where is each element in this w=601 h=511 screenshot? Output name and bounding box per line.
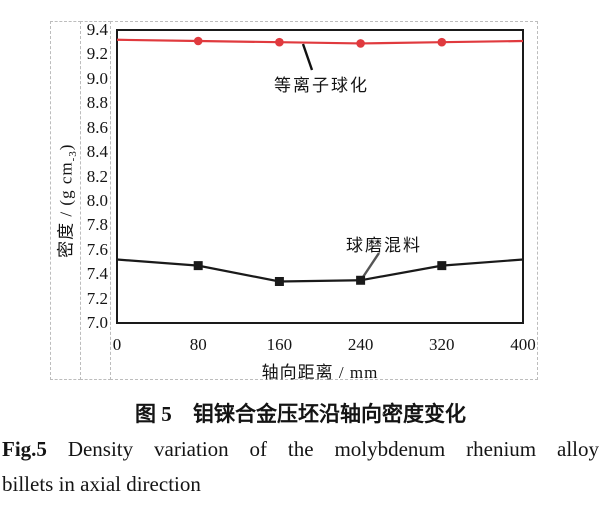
y-tick-label: 8.6: [86, 117, 108, 137]
y-tick-label: 8.4: [86, 142, 108, 162]
series-0-marker: [275, 37, 284, 47]
caption-english-number: Fig.5: [2, 437, 47, 461]
y-axis-title: 密度 / (g cm-3): [52, 143, 79, 257]
x-tick-label: 160: [266, 335, 293, 354]
y-tick-label: 7.0: [86, 313, 108, 332]
y-tick-label: 8.2: [86, 166, 108, 186]
x-tick-label: 320: [429, 335, 455, 354]
plot-frame: [116, 29, 524, 324]
caption-english-line2: billets in axial direction: [2, 472, 201, 496]
caption-chinese-text: 钼铼合金压坯沿轴向密度变化: [193, 402, 466, 426]
y-tick-label: 7.4: [86, 264, 108, 284]
x-tick-label: 0: [112, 335, 122, 354]
callout-line-ballmill: [362, 252, 380, 278]
y-tick-label: 9.2: [86, 44, 108, 64]
callout-line-plasma: [301, 43, 314, 71]
series-1-marker: [274, 276, 284, 286]
series-layer: [116, 36, 524, 286]
x-axis-title: 轴向距离 / mm: [261, 363, 379, 382]
y-axis-title-sub: -3: [67, 150, 80, 162]
series-label-ballmill: 球磨混料: [346, 236, 422, 255]
series-0-marker: [437, 37, 447, 47]
y-axis-title-post: ): [56, 143, 76, 151]
series-1-line: [116, 258, 524, 283]
y-tick-label: 9.4: [86, 20, 108, 39]
y-tick-label: 7.8: [86, 215, 108, 235]
series-1-marker: [356, 275, 366, 285]
series-1-marker: [437, 261, 447, 271]
x-tick-label: 240: [347, 335, 374, 354]
caption-chinese-number: 图 5: [135, 402, 172, 426]
y-tick-label: 9.0: [86, 68, 108, 88]
x-tick-label: 80: [189, 335, 207, 354]
y-tick-label-column: 9.4 9.2 9.0 8.8 8.6 8.4 8.2 8.0 7.8 7.6 7.4 7.2 7.0: [80, 20, 111, 380]
y-axis-title-box: 密度 / (g cm-3): [50, 21, 81, 380]
y-tick-label: 7.2: [86, 288, 108, 308]
y-axis-title-pre: 密度 / (g cm: [56, 161, 76, 258]
plot-box: 0 80 160 240 320 400 轴向距离 / mm 等离子球化 球磨混料: [110, 21, 538, 382]
caption-english-line1: Fig.5 Density variation of the molybdenu…: [2, 437, 599, 462]
y-tick-label: 8.0: [86, 190, 108, 210]
series-0-line: [116, 38, 524, 45]
x-tick-label: 400: [510, 335, 536, 354]
series-0-marker: [356, 39, 365, 48]
series-1-marker: [193, 261, 203, 271]
y-tick-label: 8.8: [86, 93, 108, 113]
series-label-plasma: 等离子球化: [274, 76, 369, 95]
figure-panel: 密度 / (g cm-3) 9.4 9.2 9.0 8.8 8.6 8.4 8.2 8.0 7.…: [50, 20, 538, 382]
plot-canvas: [116, 29, 524, 324]
series-0-marker: [193, 36, 203, 46]
y-tick-label: 7.6: [86, 239, 108, 259]
caption-chinese: 图 5 钼铼合金压坯沿轴向密度变化: [0, 398, 601, 428]
caption-english-text: Density variation of the molybdenum rhen…: [67, 437, 600, 461]
